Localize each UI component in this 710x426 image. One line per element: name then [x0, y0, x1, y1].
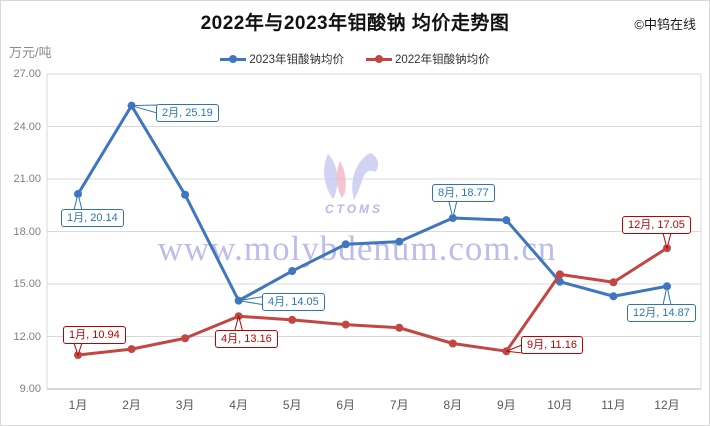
data-label-callout: 2月, 25.19: [156, 104, 219, 122]
data-point: [448, 339, 457, 348]
x-tick-label: 8月: [443, 398, 463, 412]
series-line: [76, 246, 669, 357]
data-point: [288, 267, 297, 276]
x-tick-label: 4月: [229, 398, 248, 412]
ctoms-logo-text: CTOMS: [325, 202, 383, 216]
data-point: [341, 240, 350, 249]
x-tick-label: 2月: [122, 398, 141, 412]
data-point: [502, 216, 511, 225]
x-tick-label: 1月: [68, 398, 88, 412]
x-tick-label: 7月: [389, 398, 409, 412]
data-label-callout: 12月, 17.05: [622, 216, 691, 234]
x-tick-label: 6月: [336, 398, 356, 412]
watermark-layer: CTOMS www.molybdenum.com.cn: [158, 153, 557, 268]
data-point: [127, 345, 136, 354]
data-label-callout: 9月, 11.16: [521, 336, 583, 354]
watermark-url: www.molybdenum.com.cn: [158, 229, 557, 268]
data-point: [395, 323, 404, 332]
y-tick-label: 18.00: [13, 225, 41, 238]
data-label-callout: 8月, 18.77: [432, 184, 495, 202]
copyright-label: ©中钨在线: [634, 17, 696, 32]
series-layer: [74, 101, 671, 360]
x-tick-label: 3月: [175, 398, 195, 412]
legend-label-2022: 2022年钼酸钠均价: [395, 54, 490, 66]
legend: 2023年钼酸钠均价 2022年钼酸钠均价: [1, 51, 709, 67]
x-tick-label: 10月: [547, 398, 573, 412]
x-tick-label: 12月: [654, 398, 680, 412]
legend-item-2023: 2023年钼酸钠均价: [220, 51, 344, 67]
legend-label-2023: 2023年钼酸钠均价: [249, 54, 344, 66]
y-tick-label: 9.00: [19, 383, 41, 395]
data-point: [288, 315, 297, 324]
y-tick-label: 24.00: [13, 120, 41, 133]
data-point: [181, 190, 190, 199]
grid-layer: [46, 73, 702, 390]
y-axis-unit-label: 万元/吨: [9, 45, 52, 60]
x-tick-label: 5月: [282, 398, 302, 412]
legend-swatch-2023: [220, 55, 247, 63]
y-tick-label: 21.00: [13, 173, 41, 185]
series-line: [76, 104, 669, 303]
data-point: [181, 334, 190, 343]
data-point: [555, 270, 564, 279]
data-point: [341, 320, 350, 329]
legend-item-2022: 2022年钼酸钠均价: [366, 51, 490, 67]
ctoms-logo-icon: CTOMS: [324, 153, 383, 216]
y-tick-label: 15.00: [13, 278, 41, 290]
y-tick-label: 27.00: [13, 68, 41, 80]
data-point: [609, 278, 618, 287]
x-tick-label: 11月: [601, 398, 626, 412]
data-label-callout: 1月, 10.94: [63, 326, 126, 344]
legend-swatch-2022: [366, 55, 392, 63]
data-point: [395, 237, 404, 246]
data-point: [609, 292, 618, 301]
data-label-callout: 4月, 13.16: [215, 330, 278, 348]
x-tick-label: 9月: [497, 398, 516, 412]
data-label-callout: 4月, 14.05: [262, 293, 325, 311]
y-tick-label: 12.00: [13, 330, 41, 343]
chart-title: 2022年与2023年钼酸钠 均价走势图: [200, 13, 510, 34]
data-label-callout: 1月, 20.14: [61, 209, 124, 227]
data-label-callout: 12月, 14.87: [627, 304, 696, 322]
